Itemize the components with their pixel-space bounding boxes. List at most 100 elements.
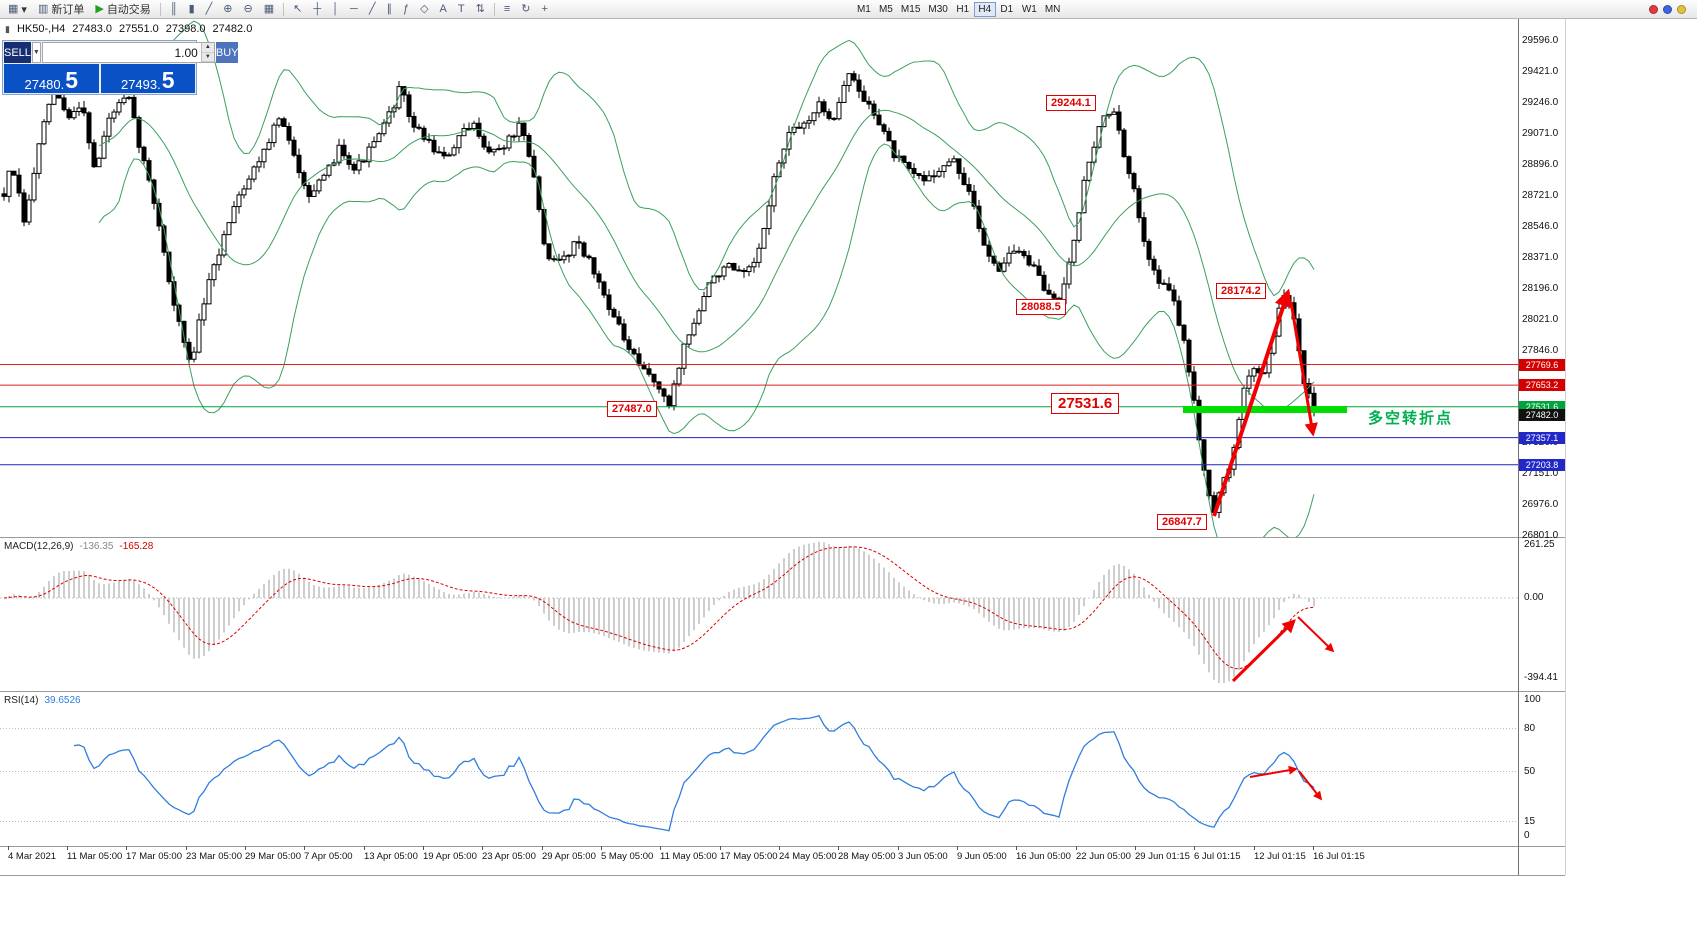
status-icon-red[interactable] <box>1649 4 1658 14</box>
high-value: 27551.0 <box>119 23 159 35</box>
horizontal-levels[interactable] <box>0 364 1518 466</box>
buy-button[interactable]: BUY <box>215 42 239 63</box>
bar-chart-icon[interactable]: ║ <box>165 1 183 17</box>
buy-price[interactable]: 27493. 5 <box>100 64 195 94</box>
buy-price-big-digit: 5 <box>161 67 175 94</box>
time-axis-label: 29 Apr 05:00 <box>542 851 596 862</box>
price-axis-label: 28896.0 <box>1522 158 1559 170</box>
macd-axis-label: 261.25 <box>1524 538 1555 550</box>
time-axis-label: 11 May 05:00 <box>660 851 717 862</box>
volume-down-button[interactable]: ▼ <box>201 52 214 62</box>
price-axis-label: 29071.0 <box>1522 127 1559 139</box>
text-label-icon[interactable]: T <box>453 1 470 17</box>
toolbar-button-icon: ▦ <box>8 2 19 15</box>
indicators-list-icon[interactable]: ≡ <box>499 1 515 17</box>
cursor-icon[interactable]: ↖ <box>288 1 307 17</box>
toolbar-icon-glyph: T <box>457 2 465 15</box>
price-callout[interactable]: 29244.1 <box>1046 95 1096 111</box>
horizontal-line-icon[interactable]: ─ <box>345 1 363 17</box>
toolbar-button-label: ▾ <box>21 3 27 16</box>
main-toolbar: ▦ ▾ ▥ 新订单 ▶ 自动交易 ║ ▮ ╱ ⊕ ⊖ ▦ ↖ ┼ │ ─ ╱ ∥ ƒ ◇ A T ⇅ ≡ ↻ + M1 M5 M… <box>0 0 1697 19</box>
toolbar-icon-glyph: ƒ <box>402 2 410 15</box>
toolbar-icon-glyph: ⊕ <box>223 2 233 15</box>
timeframe-button-h4[interactable]: H4 <box>973 1 996 17</box>
timeframe-button-mn[interactable]: MN <box>1041 2 1065 17</box>
open-value: 27483.0 <box>72 23 113 35</box>
toolbar-icon-glyph: ▮ <box>188 2 195 15</box>
timeframe-button-h1[interactable]: H1 <box>952 2 974 17</box>
toolbar-misc-group: ≡ ↻ + <box>499 1 553 17</box>
toolbar-button-icon: ▶ <box>95 2 104 15</box>
timeframe-button-m30[interactable]: M30 <box>924 2 951 17</box>
rsi-label: RSI(14) 39.6526 <box>4 695 81 706</box>
toolbar-icon-glyph: ⇅ <box>475 2 485 15</box>
sell-price-main: 27480. <box>24 77 65 92</box>
one-click-trade-panel: SELL ▼ ▲ ▼ BUY 27480.5 27493.5 <box>2 40 239 95</box>
pane-separators[interactable] <box>0 19 1566 876</box>
toolbar-icon-glyph: ┼ <box>313 2 322 15</box>
time-axis-label: 24 May 05:00 <box>779 851 837 862</box>
zoom-out-icon[interactable]: ⊖ <box>239 1 258 17</box>
time-axis-label: 16 Jul 01:15 <box>1313 851 1365 862</box>
fibonacci-icon[interactable]: ƒ <box>398 1 414 17</box>
sell-button[interactable]: SELL <box>4 42 31 63</box>
line-chart-icon[interactable]: ╱ <box>201 1 218 17</box>
text-icon[interactable]: A <box>435 1 452 17</box>
volume-up-button[interactable]: ▲ <box>201 43 214 53</box>
volume-input[interactable] <box>42 43 201 62</box>
turning-point-label[interactable]: 多空转折点 <box>1368 410 1454 427</box>
toolbar-icon-glyph: ↻ <box>521 2 531 15</box>
timeframe-button-m5[interactable]: M5 <box>875 2 897 17</box>
price-tag: 27203.8 <box>1519 458 1565 471</box>
equidistant-channel-icon[interactable]: ∥ <box>381 1 397 17</box>
price-callout[interactable]: 28088.5 <box>1016 299 1066 315</box>
time-axis-label: 19 Apr 05:00 <box>423 851 477 862</box>
candlestick-chart-icon[interactable]: ▮ <box>184 1 200 17</box>
toolbar-icon-glyph: ╱ <box>205 2 213 15</box>
crosshair-icon[interactable]: ┼ <box>308 1 326 17</box>
time-axis-label: 12 Jul 01:15 <box>1254 851 1306 862</box>
macd-main-value: -136.35 <box>79 541 114 552</box>
price-callout[interactable]: 27487.0 <box>607 401 657 417</box>
shapes-icon[interactable]: ◇ <box>415 1 433 17</box>
trendline-icon[interactable]: ╱ <box>364 1 381 17</box>
macd-axis-label: 0.00 <box>1524 592 1544 603</box>
volume-preset-dropdown[interactable]: ▼ <box>31 42 41 63</box>
price-axis-label: 28721.0 <box>1522 189 1559 201</box>
buy-price-main: 27493. <box>120 77 161 92</box>
time-axis-label: 28 May 05:00 <box>838 851 896 862</box>
rsi-name: RSI(14) <box>4 695 39 706</box>
time-axis-label: 29 Mar 05:00 <box>245 851 301 862</box>
macd-indicator <box>0 541 1518 683</box>
new-chart-button[interactable]: ▦ ▾ <box>3 1 32 17</box>
add-indicator-icon[interactable]: + <box>536 1 552 17</box>
new-order-button[interactable]: ▥ 新订单 <box>33 1 89 17</box>
time-axis-label: 4 Mar 2021 <box>8 851 57 862</box>
candlestick-series[interactable] <box>1 70 1317 519</box>
timeframe-button-m15[interactable]: M15 <box>897 2 924 17</box>
price-axis-label: 26976.0 <box>1522 499 1559 511</box>
toolbar-button-icon: ▥ <box>37 2 49 15</box>
timeframe-button-m1[interactable]: M1 <box>853 2 875 17</box>
autotrading-button[interactable]: ▶ 自动交易 <box>90 1 155 17</box>
bollinger-bands <box>98 20 1315 537</box>
tile-windows-icon[interactable]: ▦ <box>259 1 279 17</box>
price-axis-label: 28546.0 <box>1522 220 1559 232</box>
arrows-icon[interactable]: ⇅ <box>471 1 490 17</box>
timeframe-button-w1[interactable]: W1 <box>1018 2 1041 17</box>
price-callout[interactable]: 26847.7 <box>1157 514 1207 530</box>
timeframe-button-d1[interactable]: D1 <box>996 2 1018 17</box>
status-icon-yellow[interactable] <box>1677 4 1686 14</box>
annotation-arrows[interactable] <box>1212 288 1335 801</box>
status-icon-blue[interactable] <box>1663 4 1672 14</box>
sell-price[interactable]: 27480. 5 <box>4 64 99 93</box>
toolbar-file-group: ▦ ▾ ▥ 新订单 ▶ 自动交易 <box>3 1 156 17</box>
price-callout[interactable]: 27531.6 <box>1051 393 1120 414</box>
price-callout[interactable]: 28174.2 <box>1216 283 1266 299</box>
vertical-line-icon[interactable]: │ <box>327 1 344 17</box>
macd-axis-label: -394.41 <box>1524 672 1558 684</box>
refresh-icon[interactable]: ↻ <box>516 1 535 17</box>
toolbar-icon-glyph: ─ <box>350 2 358 15</box>
zoom-in-icon[interactable]: ⊕ <box>218 1 237 17</box>
